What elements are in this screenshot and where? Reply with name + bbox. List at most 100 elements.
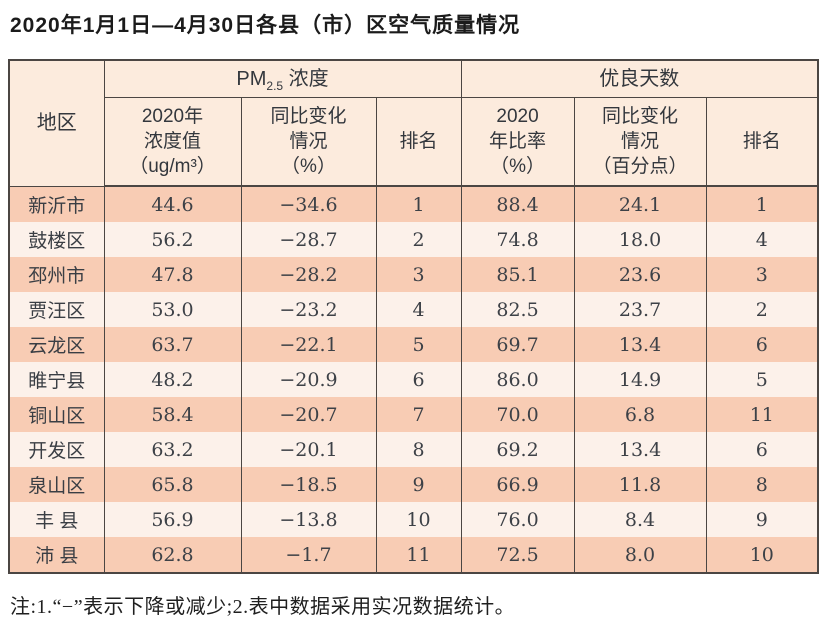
value-cell: −20.7 — [240, 397, 377, 433]
table-row: 鼓楼区 56.2 −28.7 2 74.8 18.0 4 — [8, 222, 819, 258]
value-cell: 70.0 — [460, 397, 575, 433]
region-cell: 贾汪区 — [8, 292, 105, 328]
table-row: 铜山区 58.4 −20.7 7 70.0 6.8 11 — [8, 397, 819, 433]
value-cell: 10 — [375, 502, 462, 538]
column-header-region: 地区 — [8, 59, 105, 187]
table-row: 丰 县 56.9 −13.8 10 76.0 8.4 9 — [8, 502, 819, 538]
value-cell: 44.6 — [103, 186, 242, 223]
value-cell: 13.4 — [573, 327, 707, 363]
value-cell: 66.9 — [460, 467, 575, 503]
region-cell: 鼓楼区 — [8, 222, 105, 258]
value-cell: 53.0 — [103, 292, 242, 328]
header-sub-row: 2020年 浓度值 （ug/m³） 同比变化 情况 （%） 排名 2020 年比… — [9, 97, 819, 188]
region-cell: 丰 县 — [8, 502, 105, 538]
value-cell: 3 — [375, 257, 462, 293]
value-cell: 11 — [705, 397, 819, 433]
region-cell: 铜山区 — [8, 397, 105, 433]
value-cell: 18.0 — [573, 222, 707, 258]
column-group-good-days: 优良天数 — [460, 59, 819, 99]
value-cell: 8.0 — [573, 537, 707, 574]
value-cell: 11 — [375, 537, 462, 574]
value-cell: 8 — [705, 467, 819, 503]
value-cell: 76.0 — [460, 502, 575, 538]
column-header-gd-rank: 排名 — [705, 97, 819, 188]
table-row: 邳州市 47.8 −28.2 3 85.1 23.6 3 — [8, 257, 819, 293]
value-cell: 48.2 — [103, 362, 242, 398]
value-cell: 2 — [375, 222, 462, 258]
value-cell: 8.4 — [573, 502, 707, 538]
page-title: 2020年1月1日—4月30日各县（市）区空气质量情况 — [10, 14, 521, 37]
value-cell: 24.1 — [573, 186, 707, 223]
value-cell: 88.4 — [460, 186, 575, 223]
value-cell: 6.8 — [573, 397, 707, 433]
value-cell: 23.6 — [573, 257, 707, 293]
value-cell: 6 — [375, 362, 462, 398]
value-cell: −23.2 — [240, 292, 377, 328]
table-row: 云龙区 63.7 −22.1 5 69.7 13.4 6 — [8, 327, 819, 363]
value-cell: 5 — [705, 362, 819, 398]
value-cell: 4 — [375, 292, 462, 328]
air-quality-table: 地区 PM2.5 浓度 优良天数 2020年 浓度值 （ug/m³） 同比变化 … — [8, 59, 820, 575]
table-row: 泉山区 65.8 −18.5 9 66.9 11.8 8 — [8, 467, 819, 503]
table-header: 地区 PM2.5 浓度 优良天数 2020年 浓度值 （ug/m³） 同比变化 … — [8, 59, 819, 188]
value-cell: 58.4 — [103, 397, 242, 433]
value-cell: −20.9 — [240, 362, 377, 398]
value-cell: 86.0 — [460, 362, 575, 398]
footnote: 注:1.“−”表示下降或减少;2.表中数据采用实况数据统计。 — [10, 596, 516, 619]
table-row: 开发区 63.2 −20.1 8 69.2 13.4 6 — [8, 432, 819, 468]
column-group-pm25: PM2.5 浓度 — [103, 59, 462, 99]
value-cell: 56.9 — [103, 502, 242, 538]
region-cell: 云龙区 — [8, 327, 105, 363]
value-cell: 1 — [705, 186, 819, 223]
value-cell: −22.1 — [240, 327, 377, 363]
value-cell: 6 — [705, 327, 819, 363]
region-cell: 沛 县 — [8, 537, 105, 574]
value-cell: 74.8 — [460, 222, 575, 258]
pm25-subscript: 2.5 — [266, 79, 284, 94]
table-row: 睢宁县 48.2 −20.9 6 86.0 14.9 5 — [8, 362, 819, 398]
value-cell: 85.1 — [460, 257, 575, 293]
value-cell: 10 — [705, 537, 819, 574]
value-cell: 23.7 — [573, 292, 707, 328]
column-header-gd-yoy-change: 同比变化 情况 （百分点） — [573, 97, 707, 188]
table-row: 新沂市 44.6 −34.6 1 88.4 24.1 1 — [8, 186, 819, 223]
table-body: 新沂市 44.6 −34.6 1 88.4 24.1 1 鼓楼区 56.2 −28.7 2 74.8 1… — [8, 186, 819, 574]
value-cell: 8 — [375, 432, 462, 468]
region-cell: 泉山区 — [8, 467, 105, 503]
column-header-pm-2020-value: 2020年 浓度值 （ug/m³） — [103, 97, 242, 188]
value-cell: −18.5 — [240, 467, 377, 503]
table-row: 沛 县 62.8 −1.7 11 72.5 8.0 10 — [8, 537, 819, 574]
value-cell: 72.5 — [460, 537, 575, 574]
value-cell: 47.8 — [103, 257, 242, 293]
column-header-pm-yoy-change: 同比变化 情况 （%） — [240, 97, 377, 188]
value-cell: −1.7 — [240, 537, 377, 574]
value-cell: 9 — [705, 502, 819, 538]
value-cell: 3 — [705, 257, 819, 293]
value-cell: −34.6 — [240, 186, 377, 223]
column-header-gd-2020-ratio: 2020 年比率 （%） — [460, 97, 575, 188]
value-cell: 13.4 — [573, 432, 707, 468]
value-cell: 56.2 — [103, 222, 242, 258]
region-cell: 新沂市 — [8, 186, 105, 223]
value-cell: 65.8 — [103, 467, 242, 503]
value-cell: 4 — [705, 222, 819, 258]
value-cell: −28.7 — [240, 222, 377, 258]
column-header-pm-rank: 排名 — [375, 97, 462, 188]
region-cell: 睢宁县 — [8, 362, 105, 398]
value-cell: 62.8 — [103, 537, 242, 574]
value-cell: 63.7 — [103, 327, 242, 363]
table-row: 贾汪区 53.0 −23.2 4 82.5 23.7 2 — [8, 292, 819, 328]
region-cell: 开发区 — [8, 432, 105, 468]
value-cell: 82.5 — [460, 292, 575, 328]
value-cell: 7 — [375, 397, 462, 433]
value-cell: 1 — [375, 186, 462, 223]
value-cell: 63.2 — [103, 432, 242, 468]
value-cell: −13.8 — [240, 502, 377, 538]
value-cell: 6 — [705, 432, 819, 468]
pm25-label-prefix: PM — [236, 68, 267, 91]
region-cell: 邳州市 — [8, 257, 105, 293]
value-cell: 11.8 — [573, 467, 707, 503]
value-cell: 69.7 — [460, 327, 575, 363]
value-cell: 2 — [705, 292, 819, 328]
